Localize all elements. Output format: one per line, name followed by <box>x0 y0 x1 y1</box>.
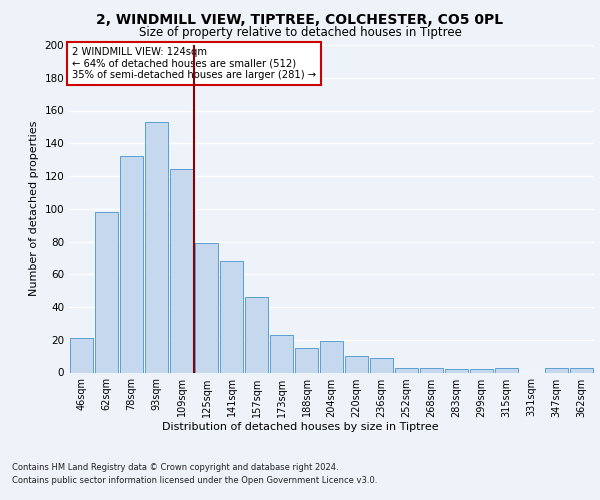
Y-axis label: Number of detached properties: Number of detached properties <box>29 121 39 296</box>
Bar <box>370 358 393 372</box>
Bar <box>320 342 343 372</box>
Bar <box>495 368 518 372</box>
Bar <box>445 369 468 372</box>
Text: Size of property relative to detached houses in Tiptree: Size of property relative to detached ho… <box>139 26 461 39</box>
Bar <box>345 356 368 372</box>
Bar <box>170 170 193 372</box>
Bar <box>220 261 243 372</box>
Bar <box>145 122 168 372</box>
Bar <box>95 212 118 372</box>
Text: 2, WINDMILL VIEW, TIPTREE, COLCHESTER, CO5 0PL: 2, WINDMILL VIEW, TIPTREE, COLCHESTER, C… <box>97 12 503 26</box>
Bar <box>570 368 593 372</box>
Bar <box>270 335 293 372</box>
Text: 2 WINDMILL VIEW: 124sqm
← 64% of detached houses are smaller (512)
35% of semi-d: 2 WINDMILL VIEW: 124sqm ← 64% of detache… <box>71 46 316 80</box>
Bar <box>195 243 218 372</box>
Bar <box>470 369 493 372</box>
Text: Contains HM Land Registry data © Crown copyright and database right 2024.: Contains HM Land Registry data © Crown c… <box>12 462 338 471</box>
Text: Distribution of detached houses by size in Tiptree: Distribution of detached houses by size … <box>161 422 439 432</box>
Bar <box>245 297 268 372</box>
Text: Contains public sector information licensed under the Open Government Licence v3: Contains public sector information licen… <box>12 476 377 485</box>
Bar <box>395 368 418 372</box>
Bar <box>120 156 143 372</box>
Bar <box>420 368 443 372</box>
Bar <box>295 348 318 372</box>
Bar <box>70 338 93 372</box>
Bar <box>545 368 568 372</box>
